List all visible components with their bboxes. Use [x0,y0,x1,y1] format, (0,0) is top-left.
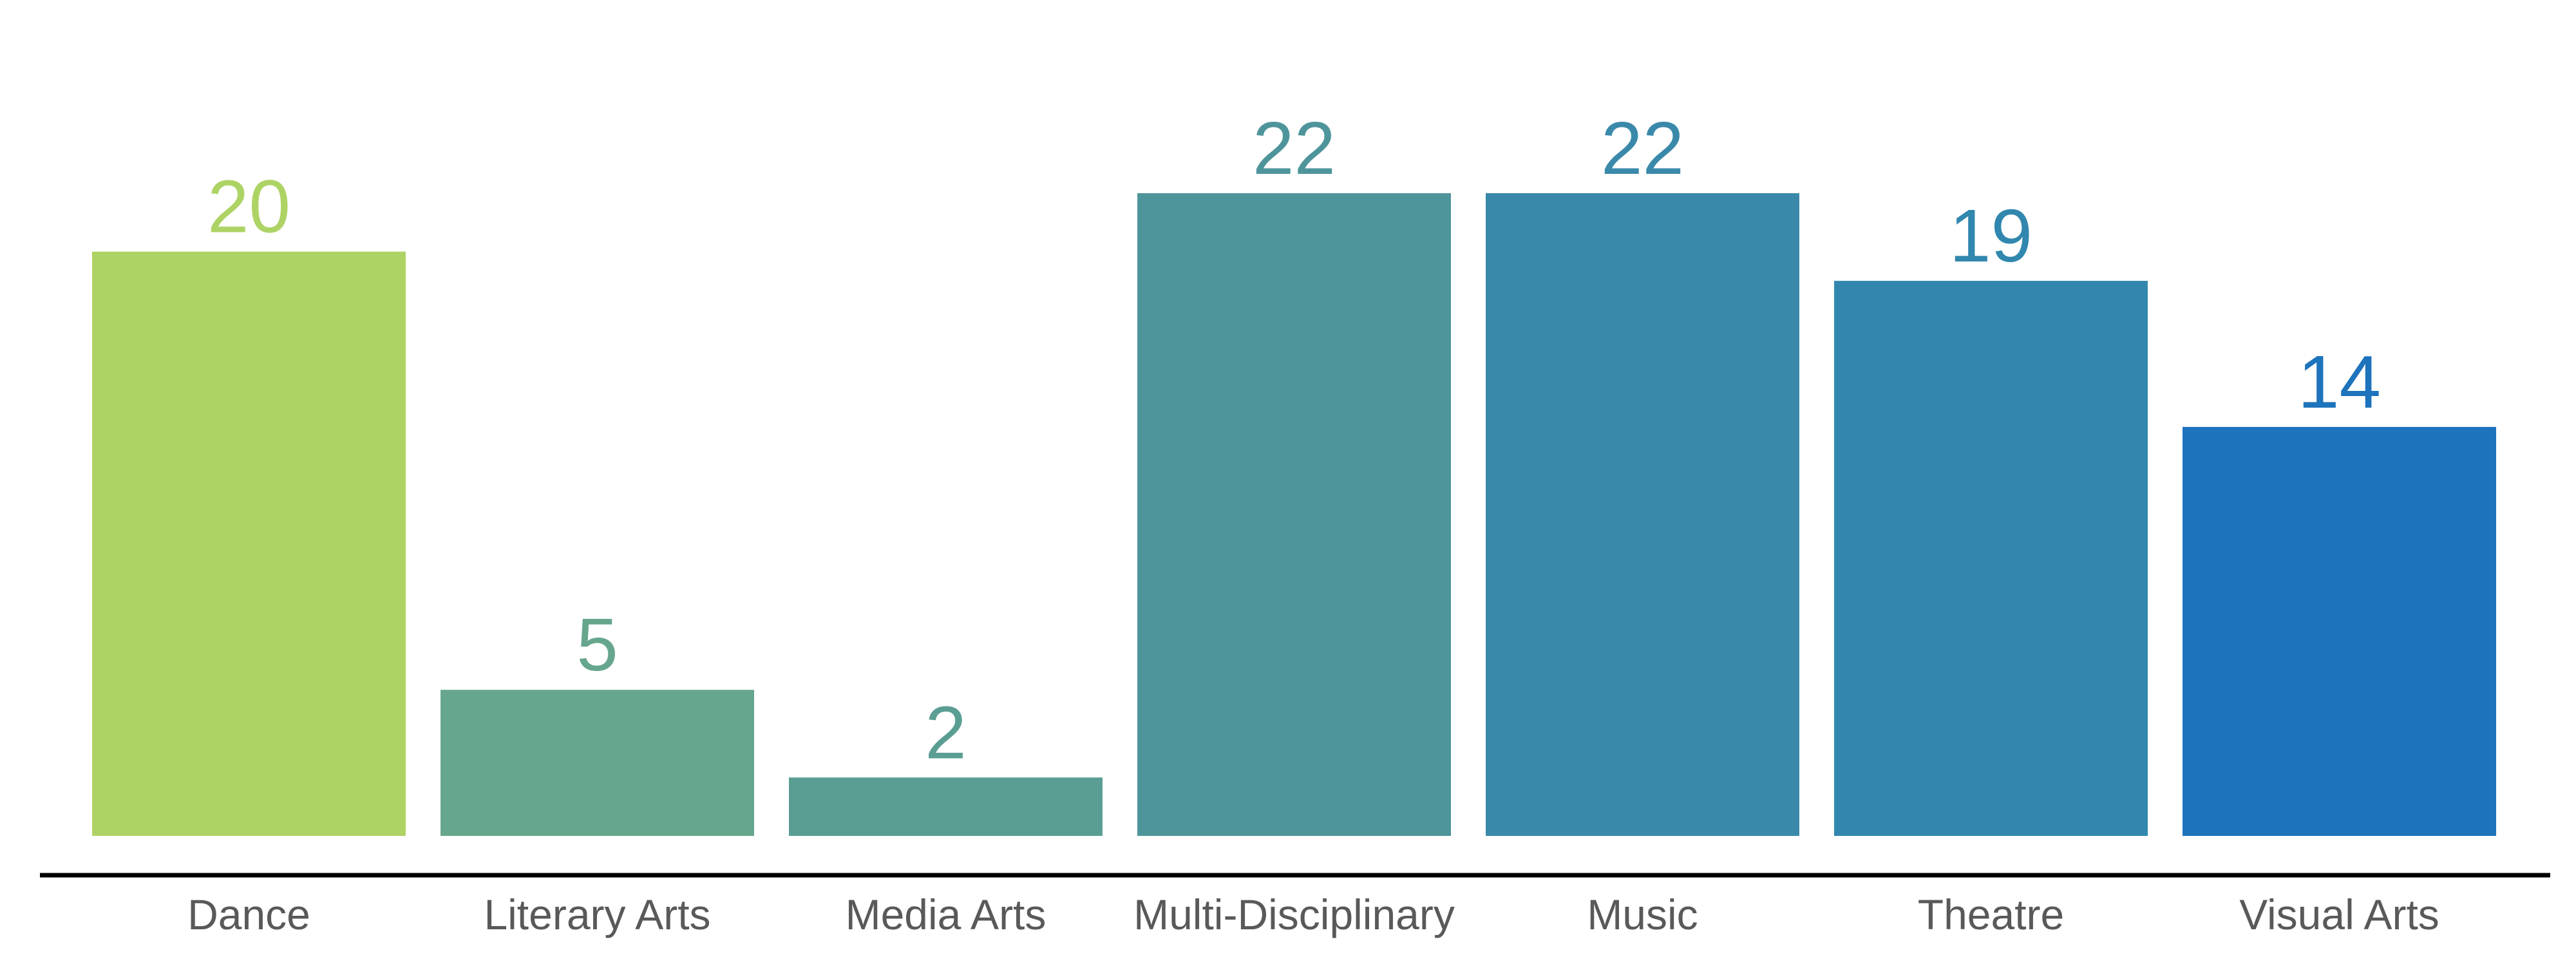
bar-theatre [1834,281,2148,836]
category-label-visual-arts: Visual Arts [2239,891,2439,938]
category-label-theatre: Theatre [1918,891,2064,938]
value-label-music: 22 [1601,106,1684,190]
bar-dance [92,251,406,836]
bar-media-arts [789,777,1103,836]
value-label-literary-arts: 5 [576,603,618,687]
bar-multi-disciplinary [1137,193,1451,836]
category-label-multi-disciplinary: Multi-Disciplinary [1133,891,1455,938]
value-label-multi-disciplinary: 22 [1253,106,1336,190]
bar-music [1486,193,1799,836]
category-label-media-arts: Media Arts [846,891,1046,938]
value-label-media-arts: 2 [925,690,967,774]
value-label-visual-arts: 14 [2298,340,2381,424]
bars-group [92,193,2496,836]
value-label-dance: 20 [207,165,290,249]
category-label-music: Music [1587,891,1698,938]
value-label-theatre: 19 [1949,194,2032,278]
bar-visual-arts [2183,426,2496,836]
category-label-dance: Dance [187,891,310,938]
category-labels-group: Dance Literary Arts Media Arts Multi-Discip… [187,891,2439,938]
bar-literary-arts [440,690,754,836]
category-label-literary-arts: Literary Arts [484,891,710,938]
